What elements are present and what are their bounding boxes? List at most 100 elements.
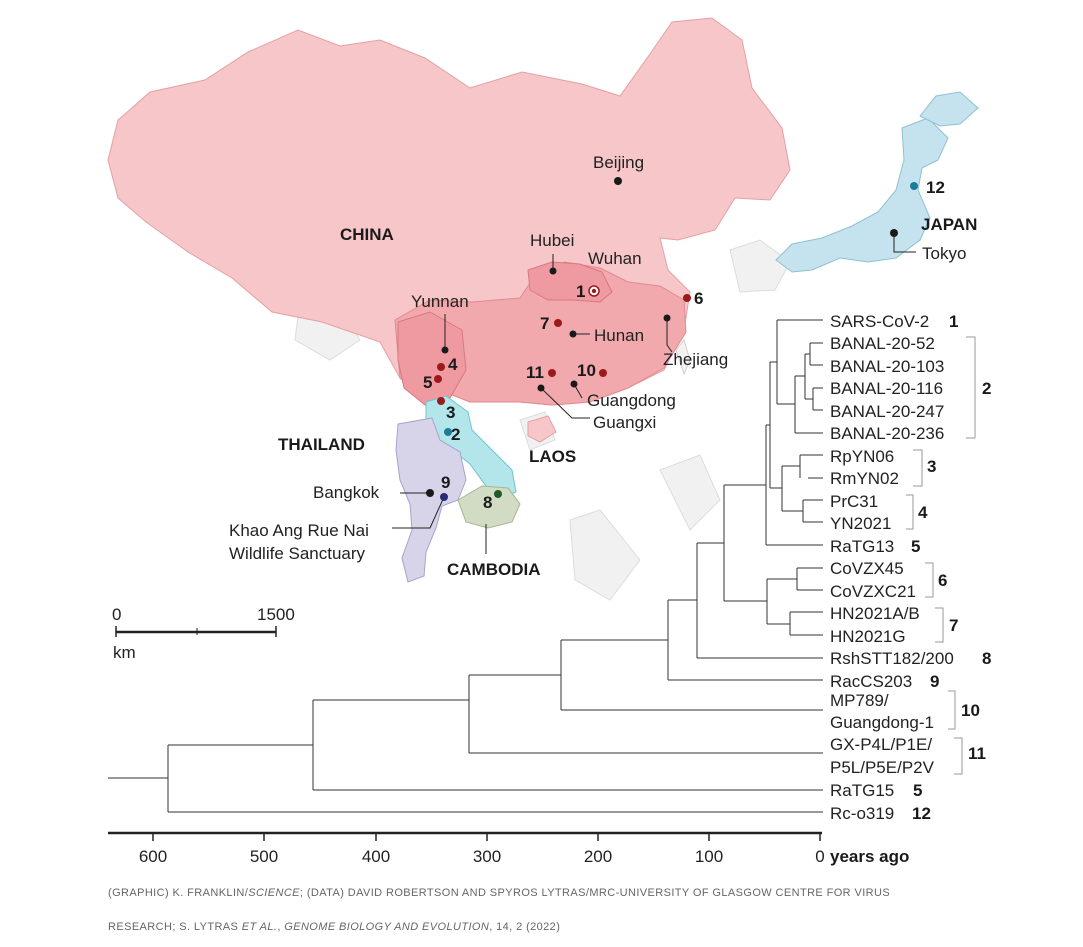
map-num-5: 5 [423,373,432,392]
dot-site-9 [440,493,448,501]
china-south-provinces [394,261,687,406]
dot-guangxi [537,384,545,392]
dot-bangkok [426,489,434,497]
credit-volume: , 14, 2 (2022) [489,921,561,933]
group-numbers: 1 2 3 4 5 6 7 8 9 10 11 5 12 [911,312,991,823]
thailand-shape [395,417,467,583]
leaf-guangdong-1: Guangdong-1 [830,713,934,732]
dot-tokyo [890,229,898,237]
japan-north-island [919,91,979,127]
leaf-yn2021: YN2021 [830,514,891,533]
label-hunan: Hunan [594,326,644,345]
scale-bar: 0 1500 km [112,605,295,662]
dot-guangdong [570,380,578,388]
group-num-8: 8 [982,649,991,668]
tick-400: 400 [362,847,390,866]
group-num-5: 5 [911,537,920,556]
leaf-banal-20-236: BANAL-20-236 [830,424,944,443]
map-num-8: 8 [483,493,492,512]
group-num-4: 4 [918,503,928,522]
japan-shape [775,117,949,273]
label-thailand: THAILAND [278,435,365,454]
map-num-4: 4 [448,355,458,374]
axis-title: years ago [830,847,909,866]
label-japan: JAPAN [921,215,977,234]
credit-line-1: (GRAPHIC) K. FRANKLIN/SCIENCE; (DATA) DA… [108,876,1008,910]
leaf-gx-p4l: GX-P4L/P1E/ [830,735,932,754]
tick-200: 200 [584,847,612,866]
dot-site-4 [437,363,445,371]
dot-site-7 [554,319,562,327]
leaf-hn2021g: HN2021G [830,627,906,646]
dot-hubei [549,267,557,275]
label-cambodia: CAMBODIA [447,560,541,579]
label-wildlife-sanctuary: Wildlife Sanctuary [229,544,366,563]
tick-500: 500 [250,847,278,866]
map-num-10: 10 [577,361,596,380]
label-china: CHINA [340,225,394,244]
tick-600: 600 [139,847,167,866]
leaf-rshstt182-200: RshSTT182/200 [830,649,954,668]
leaf-rmyn02: RmYN02 [830,469,899,488]
leaf-banal-20-247: BANAL-20-247 [830,402,944,421]
label-guangxi: Guangxi [593,413,656,432]
dot-site-6 [683,294,691,302]
leaf-banal-20-103: BANAL-20-103 [830,357,944,376]
time-axis: 600 500 400 300 200 100 0 years ago [108,831,909,866]
dot-site-5 [434,375,442,383]
map-site-numbers: 1 2 3 4 5 6 7 8 9 10 11 12 [423,178,945,512]
leaf-covzxc21: CoVZXC21 [830,582,916,601]
dot-zhejiang [663,314,671,322]
group-num-9: 9 [930,672,939,691]
group-num-1: 1 [949,312,958,331]
credit-data: ; (DATA) DAVID ROBERTSON AND SPYROS LYTR… [299,887,891,899]
map-num-9: 9 [441,473,450,492]
label-hubei: Hubei [530,231,574,250]
dot-site-12 [910,182,918,190]
label-laos: LAOS [529,447,576,466]
group-num-7: 7 [949,616,958,635]
cambodia-shape [457,485,521,529]
group-num-12: 12 [912,804,931,823]
tick-300: 300 [473,847,501,866]
tick-100: 100 [695,847,723,866]
yunnan-shape [397,311,467,406]
map-dots [426,177,918,501]
label-beijing: Beijing [593,153,644,172]
group-num-2: 2 [982,379,991,398]
group-num-11: 11 [968,744,986,763]
leaf-rc-o319: Rc-o319 [830,804,894,823]
credit-research: RESEARCH; S. LYTRAS [108,921,242,933]
tree-leaf-labels: SARS-CoV-2 BANAL-20-52 BANAL-20-103 BANA… [830,312,954,823]
taiwan-shape [675,338,691,376]
scale-min: 0 [112,605,121,624]
leaf-ratg13: RaTG13 [830,537,894,556]
credit-science: SCIENCE [248,887,300,899]
credit-et-al: ET AL. [241,921,278,933]
map-leader-lines [392,233,916,554]
map-num-11: 11 [526,363,544,382]
tick-0: 0 [815,847,824,866]
leaf-sars-cov-2: SARS-CoV-2 [830,312,929,331]
label-khao-ang-rue-nai: Khao Ang Rue Nai [229,521,369,540]
leaf-hn2021ab: HN2021A/B [830,604,920,623]
label-zhejiang: Zhejiang [663,350,728,369]
label-bangkok: Bangkok [313,483,380,502]
label-guangdong: Guangdong [587,391,676,410]
group-num-3: 3 [927,457,936,476]
credit-graphic: (GRAPHIC) K. FRANKLIN/ [108,887,249,899]
label-wuhan: Wuhan [588,249,642,268]
dot-site-1-inner [591,288,597,294]
map-num-7: 7 [540,314,549,333]
group-brackets [906,336,976,775]
dot-yunnan [441,346,449,354]
map-num-6: 6 [694,289,703,308]
leaf-mp789: MP789/ [830,691,889,710]
credit-sep: , [277,921,285,933]
label-yunnan: Yunnan [411,292,469,311]
map-num-3: 3 [446,403,455,422]
leaf-covzx45: CoVZX45 [830,559,904,578]
dot-site-10 [599,369,607,377]
label-tokyo: Tokyo [922,244,966,263]
